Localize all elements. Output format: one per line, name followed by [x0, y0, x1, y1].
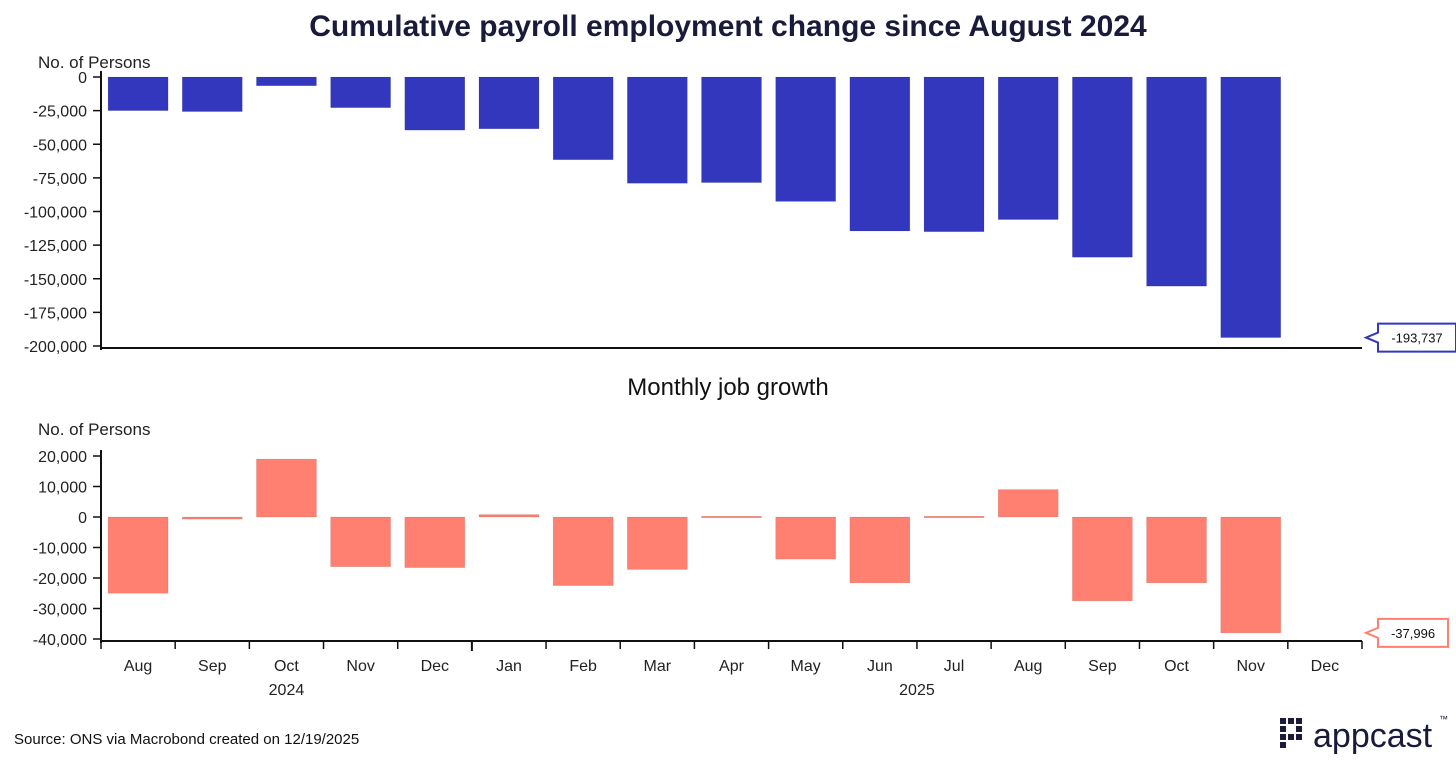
cumulative-bar-5 — [404, 76, 466, 131]
cumulative-bar-15 — [1146, 76, 1207, 287]
logo-trademark: ™ — [1439, 714, 1448, 724]
chart-title: Cumulative payroll employment change sin… — [309, 10, 1147, 43]
monthly-y-tick-label: 10,000 — [38, 480, 87, 497]
cumulative-bar-6 — [478, 76, 540, 130]
monthly-chart: 20,000 10,000 0 -10,000 -20,000 -30,000 -40,00… — [33, 449, 1449, 699]
logo-mark-square — [1288, 734, 1294, 740]
cumulative-chart: 0 -25,000 -50,000 -75,000 -100,000 -125,000 -1… — [24, 70, 1456, 356]
cumulative-bar-2 — [181, 76, 243, 112]
monthly-month-label-6: Jan — [496, 658, 522, 675]
monthly-y-tick-label: -40,000 — [33, 632, 87, 649]
cumulative-y-tick-label: -150,000 — [24, 272, 87, 289]
bottom-chart-y-unit-label: No. of Persons — [38, 420, 150, 439]
monthly-month-label-4: Nov — [346, 658, 374, 675]
monthly-bar-13 — [997, 489, 1059, 518]
cumulative-bar-13 — [997, 76, 1059, 220]
cumulative-bar-4 — [330, 76, 391, 108]
monthly-y-tick-label: -10,000 — [33, 541, 87, 558]
monthly-month-label-1: Aug — [124, 658, 152, 675]
cumulative-bar-8 — [627, 76, 688, 184]
monthly-y-tick-label: -30,000 — [33, 602, 87, 619]
cumulative-bar-14 — [1072, 76, 1133, 258]
top-chart-y-unit-label: No. of Persons — [38, 53, 150, 72]
logo-mark-square — [1296, 726, 1302, 732]
cumulative-y-tick-label: -25,000 — [33, 104, 87, 121]
cumulative-y-tick-label: -50,000 — [33, 137, 87, 154]
cumulative-bar-16 — [1220, 76, 1282, 338]
cumulative-callout-box — [1363, 322, 1456, 353]
monthly-month-label-10: May — [791, 658, 821, 675]
monthly-y-tick-label: 0 — [78, 510, 87, 527]
cumulative-bar-7 — [552, 76, 614, 161]
cumulative-bar-1 — [107, 76, 169, 111]
monthly-month-label-12: Jul — [944, 658, 964, 675]
monthly-bar-5 — [404, 516, 466, 568]
cumulative-callout-label: -193,737 — [1391, 331, 1442, 346]
logo-mark-square — [1280, 734, 1286, 740]
logo-mark-square — [1280, 726, 1286, 732]
monthly-bar-15 — [1146, 516, 1207, 584]
monthly-y-tick-label: 20,000 — [38, 449, 87, 466]
monthly-bar-1 — [107, 516, 169, 594]
logo-mark-square — [1280, 718, 1286, 724]
monthly-bar-6 — [478, 514, 540, 518]
cumulative-bar-12 — [923, 76, 985, 232]
monthly-month-label-3: Oct — [274, 658, 299, 675]
monthly-bar-9 — [701, 515, 762, 519]
monthly-month-label-16: Nov — [1237, 658, 1265, 675]
source-note: Source: ONS via Macrobond created on 12/… — [14, 731, 359, 748]
monthly-bar-3 — [256, 458, 317, 518]
monthly-month-label-13: Aug — [1014, 658, 1042, 675]
cumulative-bar-11 — [849, 76, 911, 232]
cumulative-y-tick-label: -200,000 — [24, 339, 87, 356]
cumulative-y-tick-label: -100,000 — [24, 205, 87, 222]
monthly-month-label-8: Mar — [644, 658, 672, 675]
appcast-logo: appcast ™ — [1280, 714, 1448, 755]
logo-mark-square — [1288, 718, 1294, 724]
monthly-bar-12 — [923, 515, 985, 519]
cumulative-bar-9 — [701, 76, 762, 183]
cumulative-y-tick-label: -125,000 — [24, 238, 87, 255]
monthly-month-label-5: Dec — [421, 658, 449, 675]
logo-wordmark: appcast — [1313, 717, 1433, 755]
monthly-bar-11 — [849, 516, 911, 584]
monthly-callout-label: -37,996 — [1391, 626, 1435, 641]
monthly-month-label-15: Oct — [1164, 658, 1189, 675]
monthly-bar-10 — [775, 516, 836, 560]
monthly-y-tick-label: -20,000 — [33, 571, 87, 588]
monthly-bar-14 — [1072, 516, 1133, 602]
monthly-month-label-2: Sep — [198, 658, 227, 675]
cumulative-y-tick-label: 0 — [78, 70, 87, 87]
appcast-logo-mark-icon — [1280, 718, 1302, 748]
monthly-bar-8 — [627, 516, 688, 570]
monthly-bar-7 — [552, 516, 614, 586]
logo-mark-square — [1296, 734, 1302, 740]
monthly-year-label-1: 2024 — [269, 682, 305, 699]
monthly-month-label-7: Feb — [569, 658, 597, 675]
logo-mark-square — [1296, 718, 1302, 724]
monthly-month-label-14: Sep — [1088, 658, 1117, 675]
cumulative-y-tick-label: -175,000 — [24, 305, 87, 322]
cumulative-y-tick-label: -75,000 — [33, 171, 87, 188]
cumulative-bar-3 — [256, 76, 317, 87]
monthly-month-label-17: Dec — [1311, 658, 1339, 675]
monthly-bar-4 — [330, 516, 391, 568]
bottom-chart-title: Monthly job growth — [627, 374, 828, 401]
monthly-bar-2 — [181, 516, 243, 520]
monthly-year-label-2: 2025 — [899, 682, 935, 699]
monthly-month-label-11: Jun — [867, 658, 893, 675]
monthly-month-label-9: Apr — [719, 658, 745, 675]
cumulative-bar-10 — [775, 76, 836, 202]
monthly-callout-box — [1363, 617, 1449, 648]
logo-mark-square — [1280, 742, 1286, 748]
monthly-bar-16 — [1220, 516, 1282, 634]
